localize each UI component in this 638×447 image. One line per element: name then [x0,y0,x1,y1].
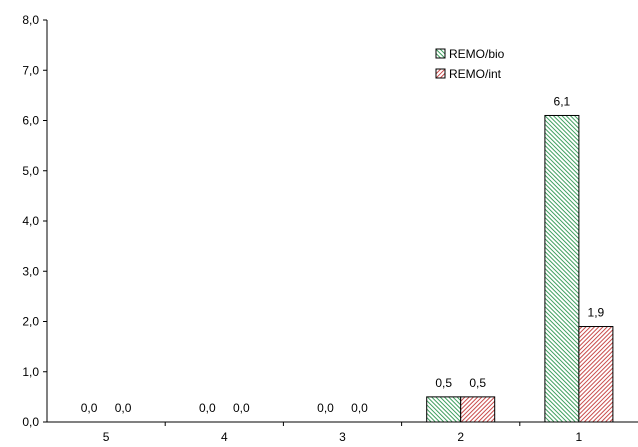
y-tick-label: 3,0 [22,264,39,278]
bars [426,114,614,423]
data-label: 1,9 [588,306,605,320]
x-tick-label: 4 [221,430,228,444]
data-label: 0,5 [469,376,486,390]
bar-remo-bio [426,396,462,423]
data-label: 0,0 [351,401,368,415]
x-tick-label: 3 [339,430,346,444]
data-label: 0,0 [115,401,132,415]
y-tick-label: 2,0 [22,315,39,329]
y-tick-label: 7,0 [22,63,39,77]
y-tick-label: 1,0 [22,365,39,379]
data-label: 0,0 [317,401,334,415]
bar-remo-bio [544,114,580,423]
y-tick-label: 8,0 [22,13,39,27]
data-label: 0,0 [81,401,98,415]
data-labels: 0,0 0,0 0,0 0,0 0,0 0,0 0,5 0,5 6,1 1,9 [81,94,605,415]
legend-swatch [435,68,446,79]
data-label: 6,1 [554,94,571,108]
y-tick-label: 5,0 [22,164,39,178]
legend-swatch [435,48,446,59]
bar-remo-int [460,396,496,423]
data-label: 0,0 [199,401,216,415]
y-tick-label: 0,0 [22,415,39,429]
y-tick-label: 4,0 [22,214,39,228]
x-tick-label: 5 [103,430,110,444]
legend-label: REMO/bio [449,47,505,61]
y-tick-label: 6,0 [22,114,39,128]
x-tick-label: 2 [457,430,464,444]
legend-label: REMO/int [449,67,502,81]
legend: REMO/bio REMO/int [430,40,522,83]
x-tick-label: 1 [576,430,583,444]
data-label: 0,0 [233,401,250,415]
bar-remo-int [578,326,614,423]
axes: 0,0 1,0 2,0 3,0 4,0 5,0 6,0 7,0 8,0 5 4 3 2 1 [22,13,638,444]
data-label: 0,5 [435,376,452,390]
